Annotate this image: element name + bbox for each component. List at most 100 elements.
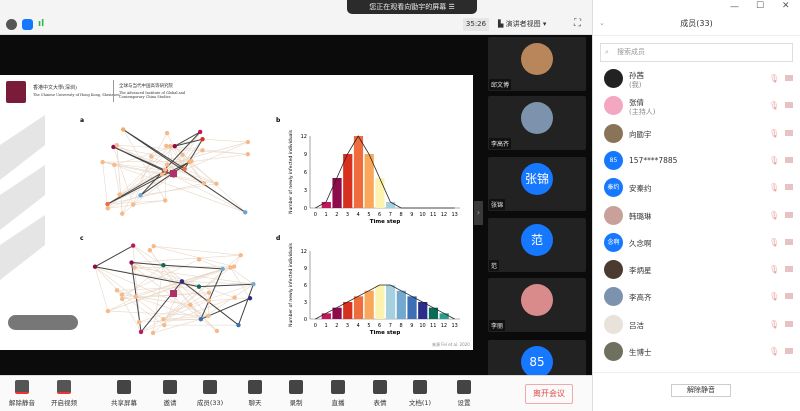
member-row[interactable]: 李高齐 🎙︎ bbox=[593, 284, 800, 310]
menu-icon[interactable]: ☰ bbox=[448, 3, 455, 11]
info-icon[interactable] bbox=[6, 19, 17, 30]
mic-muted-icon[interactable]: 🎙︎ bbox=[769, 74, 780, 83]
video-off-icon[interactable] bbox=[785, 156, 793, 163]
network-edge bbox=[173, 175, 246, 213]
network-edge bbox=[131, 254, 241, 263]
screen-share-notice[interactable]: 您正在观看向勖宇的屏幕 ☰ bbox=[347, 0, 477, 14]
toolbar-button-live[interactable]: 直播 bbox=[318, 380, 358, 407]
mic-muted-icon[interactable]: 🎙︎ bbox=[769, 292, 780, 302]
video-off-icon[interactable] bbox=[785, 102, 793, 109]
network-node bbox=[251, 282, 256, 287]
mic-muted-icon[interactable]: 🎙︎ bbox=[769, 347, 780, 356]
network-node bbox=[117, 192, 122, 197]
record-icon bbox=[289, 380, 303, 394]
emoji-icon bbox=[373, 380, 387, 394]
video-thumbnail[interactable]: 范范 bbox=[488, 218, 586, 272]
member-row[interactable]: 张倩 (主持人) 🎙︎ bbox=[593, 93, 800, 119]
collapse-thumbnails-handle[interactable]: › bbox=[474, 201, 483, 225]
collapse-chevron-icon[interactable]: ⌄ bbox=[599, 19, 605, 27]
member-row[interactable]: 生博士 🎙︎ bbox=[593, 339, 800, 365]
toolbar-button-document[interactable]: 文档(1) bbox=[400, 380, 440, 407]
mic-muted-icon[interactable]: 🎙︎ bbox=[769, 101, 780, 111]
toolbar-button-invite[interactable]: 邀请 bbox=[150, 380, 190, 407]
network-edge bbox=[140, 183, 217, 196]
unmute-all-button[interactable]: 解除静音 bbox=[671, 384, 731, 397]
network-edge bbox=[161, 150, 203, 175]
member-row[interactable]: 孙茜 (我) 🎙︎ bbox=[593, 66, 800, 92]
member-row[interactable]: 向勖宇 🎙︎ bbox=[593, 121, 800, 147]
network-node bbox=[138, 193, 143, 198]
video-off-icon[interactable] bbox=[785, 238, 793, 245]
video-off-icon[interactable] bbox=[785, 211, 793, 218]
toolbar-button-members[interactable]: 成员(33) bbox=[190, 380, 230, 407]
member-name: 生博士 bbox=[629, 348, 652, 357]
video-off-icon[interactable] bbox=[785, 320, 793, 327]
participant-name: 邱文博 bbox=[489, 79, 512, 90]
toolbar-button-chat[interactable]: 聊天 bbox=[235, 380, 275, 407]
network-node bbox=[159, 172, 165, 177]
video-thumbnail[interactable]: 邱文博 bbox=[488, 37, 586, 91]
toolbar-button-video-off[interactable]: 开启视频 bbox=[44, 380, 84, 407]
network-node bbox=[119, 296, 125, 302]
network-edge bbox=[238, 284, 254, 326]
network-edge bbox=[140, 297, 235, 333]
member-search-input[interactable]: ⌕ 搜索成员 bbox=[600, 43, 793, 62]
toolbar-button-share-screen[interactable]: 共享屏幕 bbox=[104, 380, 144, 407]
member-row[interactable]: 念啊 久念啊 🎙︎ bbox=[593, 230, 800, 256]
member-row[interactable]: 李炳星 🎙︎ bbox=[593, 257, 800, 283]
mic-muted-icon[interactable]: 🎙︎ bbox=[769, 128, 780, 138]
video-off-icon[interactable] bbox=[785, 293, 793, 300]
mic-muted-icon[interactable]: 🎙︎ bbox=[769, 183, 780, 193]
member-row[interactable]: 秦约 安秦约 🎙︎ bbox=[593, 175, 800, 201]
slide-controls[interactable] bbox=[8, 315, 78, 330]
member-row[interactable]: 韩璐琳 🎙︎ bbox=[593, 203, 800, 229]
video-off-icon[interactable] bbox=[785, 129, 793, 136]
video-thumbnail[interactable]: 李丽 bbox=[488, 278, 586, 332]
y-tick-label: 12 bbox=[301, 134, 307, 140]
member-row[interactable]: 吕洁 🎙︎ bbox=[593, 312, 800, 338]
x-tick-label: 0 bbox=[314, 323, 317, 329]
video-off-icon bbox=[57, 380, 71, 394]
minimize-icon[interactable]: — bbox=[730, 2, 739, 12]
toolbar-button-record[interactable]: 录制 bbox=[276, 380, 316, 407]
fullscreen-icon[interactable]: ⛶ bbox=[574, 18, 581, 29]
mic-muted-icon[interactable]: 🎙︎ bbox=[769, 210, 780, 220]
video-off-icon[interactable] bbox=[785, 75, 793, 81]
bar bbox=[375, 178, 385, 208]
view-mode-dropdown[interactable]: ▙ 演讲者视图 ▾ bbox=[498, 20, 547, 28]
avatar bbox=[604, 314, 623, 334]
x-tick-label: 3 bbox=[346, 212, 349, 218]
network-edge bbox=[153, 245, 235, 267]
bar bbox=[407, 296, 417, 319]
close-icon[interactable]: ✕ bbox=[782, 1, 790, 11]
network-edge bbox=[140, 281, 183, 333]
video-thumbnail[interactable]: 李高齐 bbox=[488, 96, 586, 150]
video-off-icon[interactable] bbox=[785, 348, 793, 354]
video-thumbnail[interactable]: 张锦 张锦 bbox=[488, 157, 586, 211]
toolbar-button-emoji[interactable]: 表情 bbox=[360, 380, 400, 407]
document-icon bbox=[413, 380, 427, 394]
video-off-icon[interactable] bbox=[785, 266, 793, 273]
toolbar-button-mic-muted[interactable]: 解除静音 bbox=[2, 380, 42, 407]
x-tick-label: 10 bbox=[419, 323, 425, 329]
member-row[interactable]: 85 157****7885 🎙︎ bbox=[593, 148, 800, 174]
maximize-icon[interactable]: ☐ bbox=[756, 1, 765, 11]
meeting-toolbar: 解除静音 开启视频 共享屏幕 邀请 成员(33) 聊天 录制 直播 表情 文档(1) 设置 离开会议 bbox=[0, 375, 592, 411]
mic-muted-icon[interactable]: 🎙︎ bbox=[769, 265, 780, 275]
x-tick-label: 2 bbox=[335, 323, 338, 329]
source-node bbox=[170, 290, 177, 297]
toolbar-button-gear[interactable]: 设置 bbox=[444, 380, 484, 407]
avatar bbox=[604, 69, 623, 88]
mic-muted-icon[interactable]: 🎙︎ bbox=[769, 319, 780, 329]
network-node bbox=[179, 279, 185, 284]
signal-icon[interactable]: ıl bbox=[38, 19, 45, 29]
mic-muted-icon[interactable]: 🎙︎ bbox=[769, 237, 780, 247]
leave-meeting-button[interactable]: 离开会议 bbox=[525, 384, 573, 404]
video-off-icon[interactable] bbox=[785, 184, 793, 191]
network-node bbox=[180, 152, 185, 157]
mic-muted-icon[interactable]: 🎙︎ bbox=[769, 155, 780, 165]
network-node bbox=[245, 152, 251, 157]
network-edge bbox=[113, 146, 134, 205]
member-name: 韩璐琳 bbox=[629, 211, 652, 221]
shield-icon[interactable] bbox=[22, 19, 33, 30]
